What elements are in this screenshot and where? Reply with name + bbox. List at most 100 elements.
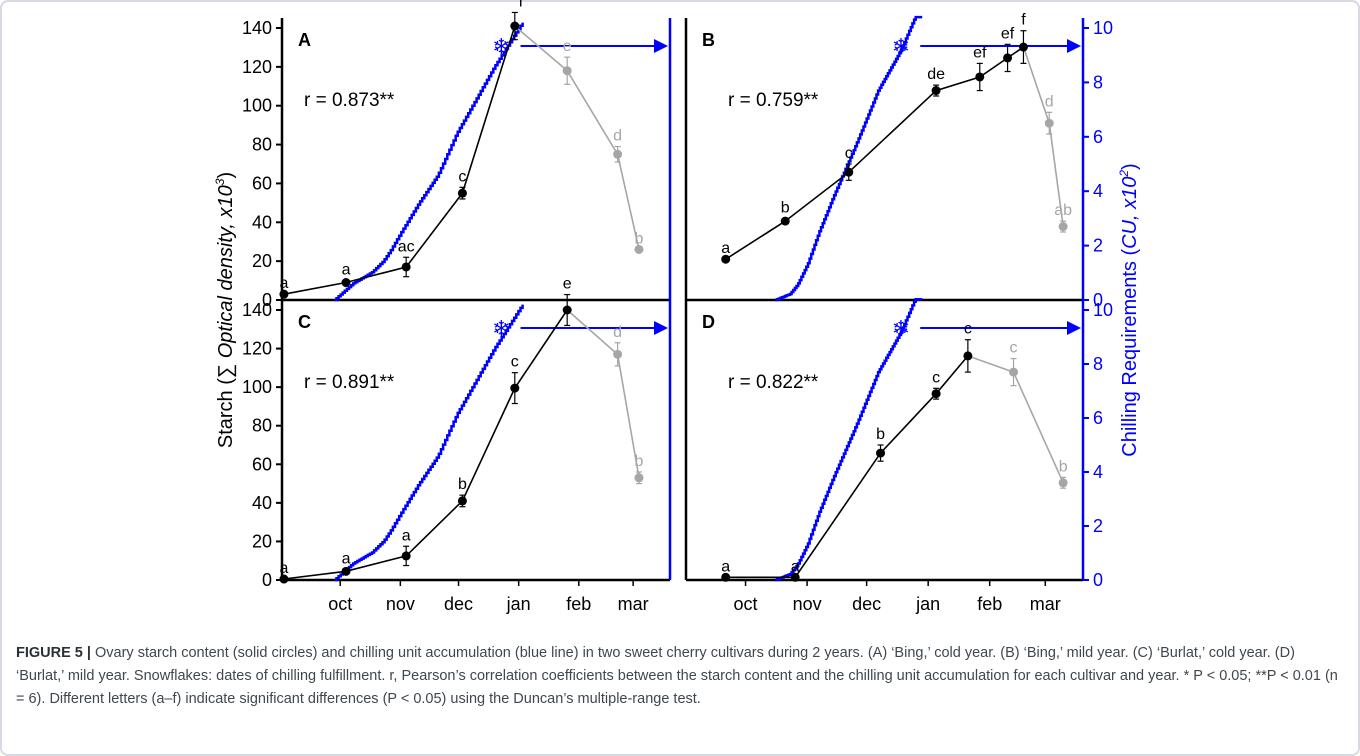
chilling-curve-B	[775, 15, 923, 302]
left-tick-label: 100	[242, 377, 272, 397]
chill-arrow-head-D	[1067, 321, 1081, 335]
starch-point	[510, 21, 520, 31]
snowflake-icon: ❄	[892, 34, 910, 59]
right-tick-label: 6	[1093, 127, 1103, 147]
starch-line-post-B	[1022, 46, 1064, 227]
y-axis-label-left-emph: Optical density, x10	[215, 185, 237, 358]
starch-point	[279, 289, 289, 299]
chill-arrow-head-A	[654, 39, 668, 53]
significance-letter: ef	[1001, 25, 1015, 42]
right-tick-label: 10	[1093, 18, 1113, 38]
significance-letter: f	[1021, 12, 1026, 29]
starch-point	[963, 351, 973, 361]
left-tick-label: 60	[252, 173, 272, 193]
starch-point	[279, 574, 289, 584]
starch-point	[457, 188, 467, 198]
starch-line-post-C	[566, 309, 640, 478]
snowflake-icon: ❄	[492, 316, 510, 341]
starch-point	[780, 216, 790, 226]
starch-point	[1003, 53, 1013, 63]
left-tick-label: 100	[242, 96, 272, 116]
significance-letter: d	[1045, 93, 1054, 110]
significance-letter: e	[563, 276, 572, 293]
x-tick-label: oct	[328, 594, 352, 614]
y-axis-label-right: Chilling Requirements (CU, x102)	[1117, 163, 1141, 456]
left-tick-label: 140	[242, 300, 272, 320]
starch-point	[457, 496, 467, 506]
starch-point	[401, 551, 411, 561]
y-axis-label-right-emph: CU, x10	[1119, 177, 1141, 249]
significance-letter: e	[563, 38, 572, 55]
y-axis-label-left-sup: 3	[213, 178, 227, 185]
left-tick-label: 120	[242, 339, 272, 359]
significance-letter: b	[458, 476, 467, 493]
left-tick-label: 40	[252, 212, 272, 232]
panels-layer: Ar = 0.873**020406080100120140❄aaaccfedb…	[242, 0, 1113, 614]
significance-letter: a	[279, 560, 288, 577]
significance-letter: a	[721, 240, 730, 257]
significance-letter: a	[791, 558, 800, 575]
left-tick-label: 60	[252, 454, 272, 474]
significance-letter: a	[279, 275, 288, 292]
starch-line-post-A	[514, 25, 640, 250]
starch-point	[790, 572, 800, 582]
panel-label-B: B	[702, 30, 715, 50]
y-axis-label-left-prefix: Starch (∑	[215, 358, 237, 448]
starch-point	[721, 254, 731, 264]
significance-letter: d	[613, 324, 622, 341]
left-tick-label: 40	[252, 493, 272, 513]
x-tick-label: nov	[793, 594, 822, 614]
significance-letter: c	[845, 145, 853, 162]
x-tick-label: mar	[1030, 594, 1061, 614]
starch-point	[931, 86, 941, 96]
significance-letter: b	[1059, 458, 1068, 475]
left-tick-label: 80	[252, 416, 272, 436]
x-tick-label: dec	[444, 594, 473, 614]
starch-point	[1058, 478, 1068, 488]
left-tick-label: 80	[252, 135, 272, 155]
left-tick-label: 0	[262, 290, 272, 310]
x-tick-label: nov	[386, 594, 415, 614]
significance-letter: a	[402, 527, 411, 544]
panel-label-D: D	[702, 312, 715, 332]
starch-point	[613, 349, 623, 359]
right-tick-label: 8	[1093, 72, 1103, 92]
starch-point	[1018, 42, 1028, 52]
starch-point	[931, 389, 941, 399]
y-axis-label-right-sup: 2	[1117, 170, 1131, 178]
significance-letter: a	[342, 550, 351, 567]
y-axis-label-left: Starch (∑ Optical density, x103)	[213, 172, 237, 448]
right-tick-label: 4	[1093, 462, 1103, 482]
left-tick-label: 120	[242, 57, 272, 77]
chilling-curve-D	[775, 297, 923, 582]
r-value-D: r = 0.822**	[728, 372, 819, 393]
significance-letter: b	[781, 199, 790, 216]
starch-point	[975, 72, 985, 82]
significance-letter: b	[635, 230, 644, 247]
significance-letter: ac	[398, 238, 415, 255]
right-tick-label: 2	[1093, 236, 1103, 256]
panel-D: Dr = 0.822** 0 2 4 6 8 10 oct nov dec jan feb mar ❄ a a…	[684, 297, 1113, 614]
significance-letter: c	[932, 369, 940, 386]
significance-letter: c	[1010, 340, 1018, 357]
chilling-curve-A	[334, 22, 524, 302]
x-tick-label: mar	[618, 594, 649, 614]
significance-letter: a	[721, 558, 730, 575]
y-axis-label-right-suffix: )	[1119, 163, 1141, 170]
right-tick-label: 8	[1093, 354, 1103, 374]
left-tick-label: 20	[252, 251, 272, 271]
significance-letter: d	[613, 128, 622, 145]
left-tick-label: 0	[262, 570, 272, 590]
y-axis-label-left-suffix: )	[215, 172, 237, 179]
chilling-curve-C	[334, 304, 524, 582]
starch-point	[634, 473, 644, 483]
starch-point	[341, 278, 351, 288]
figure-5-chart: Ar = 0.873**020406080100120140❄aaaccfedb…	[213, 0, 1141, 614]
caption-text: Ovary starch content (solid circles) and…	[16, 645, 1338, 707]
significance-letter: b	[876, 426, 885, 443]
x-tick-label: jan	[506, 594, 531, 614]
starch-point	[401, 262, 411, 272]
left-tick-label: 20	[252, 531, 272, 551]
starch-point	[876, 448, 886, 458]
